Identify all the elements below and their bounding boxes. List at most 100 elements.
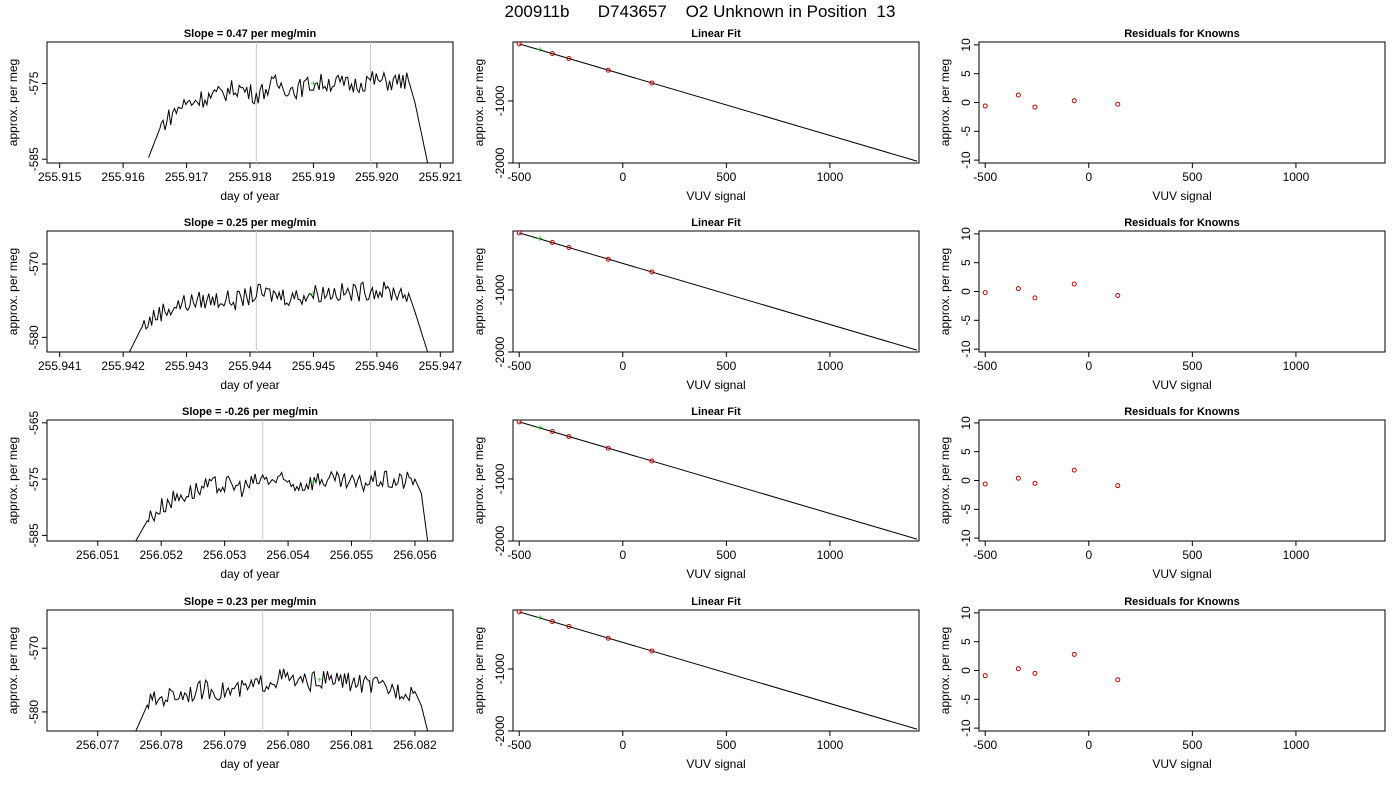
x-axis-label: VUV signal bbox=[1152, 378, 1211, 392]
linear-fit-chart: Linear Fit -500 0 500 1000 -1000 -2000 VUV sign… bbox=[472, 596, 920, 771]
signal-trace bbox=[129, 281, 429, 352]
x-tick-label: -500 bbox=[507, 170, 531, 184]
signal-trace bbox=[148, 70, 429, 163]
y-tick-label: -2000 bbox=[493, 525, 507, 556]
residuals-panel-row-2: Residuals for Knowns -500 0 500 1000 10 5 0 -5 -1… bbox=[932, 213, 1398, 403]
residual-point bbox=[1015, 666, 1021, 672]
residual-point bbox=[1032, 104, 1038, 110]
chart-title: Slope = 0.23 per meg/min bbox=[184, 596, 317, 608]
x-tick-label: 256.079 bbox=[203, 738, 247, 752]
y-tick-label: -1000 bbox=[493, 463, 507, 494]
known-point bbox=[566, 434, 572, 440]
time-series-chart: Slope = 0.25 per meg/min 255.941 255.942 25… bbox=[6, 217, 462, 392]
x-tick-label: 500 bbox=[716, 548, 736, 562]
x-tick-label: 1000 bbox=[1283, 738, 1310, 752]
y-tick-label: -2000 bbox=[493, 147, 507, 178]
unknown-point: + bbox=[537, 613, 543, 624]
x-tick-label: 0 bbox=[1085, 738, 1092, 752]
x-tick-label: 255.920 bbox=[355, 170, 399, 184]
fit-line bbox=[519, 611, 918, 730]
plot-frame bbox=[512, 419, 920, 542]
known-point bbox=[516, 610, 522, 615]
linear-fit-panel-row-1: Linear Fit -500 0 500 1000 -1000 -2000 VUV sign… bbox=[466, 24, 932, 214]
unknown-point-marker: + bbox=[311, 79, 316, 89]
linear-fit-chart: Linear Fit -500 0 500 1000 -1000 -2000 VUV sign… bbox=[472, 217, 920, 392]
x-tick-label: 255.921 bbox=[419, 170, 463, 184]
x-tick-label: 255.917 bbox=[165, 170, 209, 184]
chart-title: Slope = 0.25 per meg/min bbox=[184, 217, 317, 229]
x-axis-label: day of year bbox=[220, 567, 279, 581]
residual-point bbox=[1015, 286, 1021, 292]
plot-frame bbox=[512, 230, 920, 353]
x-tick-label: 255.918 bbox=[228, 170, 272, 184]
x-axis-label: VUV signal bbox=[686, 189, 745, 203]
chart-title: Linear Fit bbox=[691, 406, 741, 418]
residual-point bbox=[1115, 101, 1121, 107]
residuals-panel-row-4: Residuals for Knowns -500 0 500 1000 10 5 0 -5 -1… bbox=[932, 592, 1398, 782]
signal-trace bbox=[135, 668, 429, 731]
x-tick-label: 1000 bbox=[1283, 359, 1310, 373]
chart-title: Residuals for Knowns bbox=[1124, 217, 1240, 229]
x-tick-label: 0 bbox=[619, 359, 626, 373]
x-axis-label: VUV signal bbox=[1152, 189, 1211, 203]
known-point bbox=[549, 240, 555, 246]
y-tick-label: -2000 bbox=[493, 336, 507, 367]
residual-point bbox=[982, 481, 988, 487]
linear-fit-panel-row-2: Linear Fit -500 0 500 1000 -1000 -2000 VUV sign… bbox=[466, 213, 932, 403]
y-tick-label: 0 bbox=[959, 288, 973, 295]
unknown-point: + bbox=[537, 45, 543, 56]
residual-point bbox=[1032, 295, 1038, 301]
y-tick-label: 0 bbox=[959, 477, 973, 484]
y-tick-label: 5 bbox=[959, 259, 973, 266]
y-axis-label: approx. per meg bbox=[472, 248, 486, 335]
y-tick-label: -580 bbox=[27, 325, 41, 349]
y-tick-label: 0 bbox=[959, 99, 973, 106]
unknown-point: + bbox=[537, 234, 543, 245]
x-tick-label: 255.915 bbox=[38, 170, 82, 184]
residual-point bbox=[982, 673, 988, 679]
chart-title: Residuals for Knowns bbox=[1124, 596, 1240, 608]
residual-point bbox=[1115, 293, 1121, 299]
y-axis-label: approx. per meg bbox=[938, 59, 952, 146]
y-axis-label: approx. per meg bbox=[472, 627, 486, 714]
x-tick-label: -500 bbox=[507, 738, 531, 752]
known-point bbox=[516, 42, 522, 47]
x-tick-label: 255.945 bbox=[292, 359, 336, 373]
x-tick-label: 0 bbox=[1085, 359, 1092, 373]
linear-fit-chart: Linear Fit -500 0 500 1000 -1000 -2000 VUV sign… bbox=[472, 406, 920, 581]
y-axis-label: approx. per meg bbox=[6, 59, 20, 146]
x-axis-label: VUV signal bbox=[1152, 567, 1211, 581]
time-series-panel-row-3: Slope = -0.26 per meg/min 256.051 256.052 2… bbox=[0, 402, 466, 592]
x-axis-label: VUV signal bbox=[686, 757, 745, 771]
residual-point bbox=[1071, 98, 1077, 104]
chart-title: Slope = 0.47 per meg/min bbox=[184, 28, 317, 40]
x-tick-label: -500 bbox=[973, 548, 997, 562]
y-tick-label: 10 bbox=[959, 227, 973, 241]
residuals-panel-row-3: Residuals for Knowns -500 0 500 1000 10 5 0 -5 -1… bbox=[932, 402, 1398, 592]
x-tick-label: 255.944 bbox=[228, 359, 272, 373]
x-tick-label: 0 bbox=[619, 170, 626, 184]
plot-frame bbox=[46, 609, 454, 732]
linear-fit-panel-row-3: Linear Fit -500 0 500 1000 -1000 -2000 VUV sign… bbox=[466, 402, 932, 592]
residuals-chart: Residuals for Knowns -500 0 500 1000 10 5 0 -5 -1… bbox=[938, 217, 1386, 392]
residual-point bbox=[1071, 651, 1077, 657]
y-tick-label: -1000 bbox=[493, 653, 507, 684]
x-axis-label: VUV signal bbox=[1152, 757, 1211, 771]
signal-trace bbox=[135, 470, 429, 541]
x-tick-label: -500 bbox=[507, 548, 531, 562]
x-tick-label: 255.943 bbox=[165, 359, 209, 373]
y-tick-label: -1000 bbox=[493, 85, 507, 116]
x-tick-label: 0 bbox=[1085, 170, 1092, 184]
known-point bbox=[516, 420, 522, 425]
y-tick-label: -565 bbox=[27, 410, 41, 434]
x-tick-label: 256.056 bbox=[393, 548, 437, 562]
y-tick-label: -570 bbox=[27, 636, 41, 660]
residuals-panel-row-1: Residuals for Knowns -500 0 500 1000 10 5 0 -5 -1… bbox=[932, 24, 1398, 214]
chart-title: Linear Fit bbox=[691, 596, 741, 608]
known-point bbox=[605, 635, 611, 641]
plot-frame bbox=[978, 609, 1386, 732]
x-tick-label: 256.055 bbox=[330, 548, 374, 562]
y-axis-label: approx. per meg bbox=[938, 248, 952, 335]
known-point bbox=[566, 624, 572, 630]
y-tick-label: -585 bbox=[27, 147, 41, 171]
